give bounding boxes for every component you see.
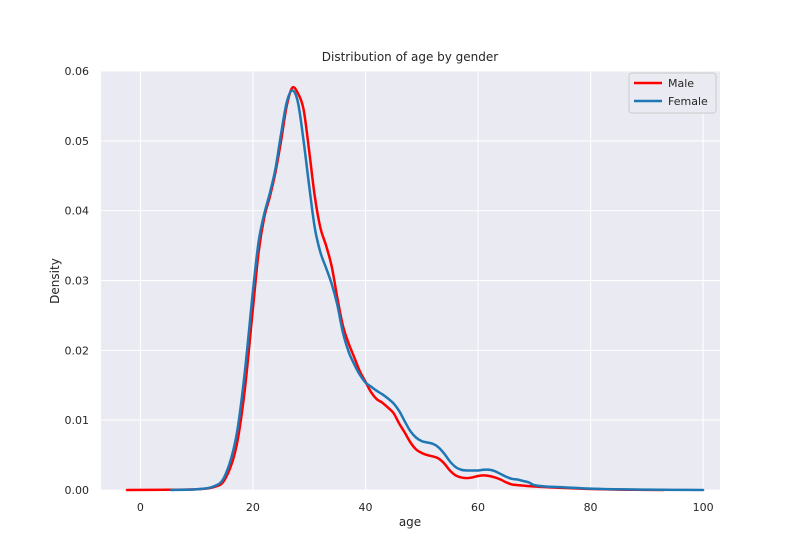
y-tick-label: 0.06	[65, 65, 90, 78]
x-tick-label: 60	[471, 501, 485, 514]
ticks: 0 20 40 60 80 100 0.00 0.01 0.02 0.03 0.04 0.05 0.06	[65, 65, 714, 514]
y-tick-label: 0.03	[65, 275, 90, 288]
series-line-female	[170, 89, 705, 492]
x-tick-label: 20	[246, 501, 260, 514]
y-tick-label: 0.04	[65, 205, 90, 218]
legend: Male Female	[628, 72, 717, 114]
x-axis-label: age	[399, 515, 421, 529]
legend-label-female: Female	[668, 95, 708, 108]
y-tick-label: 0.01	[65, 414, 90, 427]
y-tick-label: 0.02	[65, 344, 90, 357]
legend-label-male: Male	[668, 77, 694, 90]
y-tick-label: 0.05	[65, 135, 90, 148]
series-layer	[125, 85, 705, 492]
x-tick-label: 40	[358, 501, 372, 514]
x-tick-label: 100	[693, 501, 714, 514]
y-tick-label: 0.00	[65, 484, 90, 497]
y-axis-label: Density	[48, 258, 62, 304]
chart-title: Distribution of age by gender	[322, 50, 499, 64]
x-tick-label: 80	[584, 501, 598, 514]
x-tick-label: 0	[137, 501, 144, 514]
